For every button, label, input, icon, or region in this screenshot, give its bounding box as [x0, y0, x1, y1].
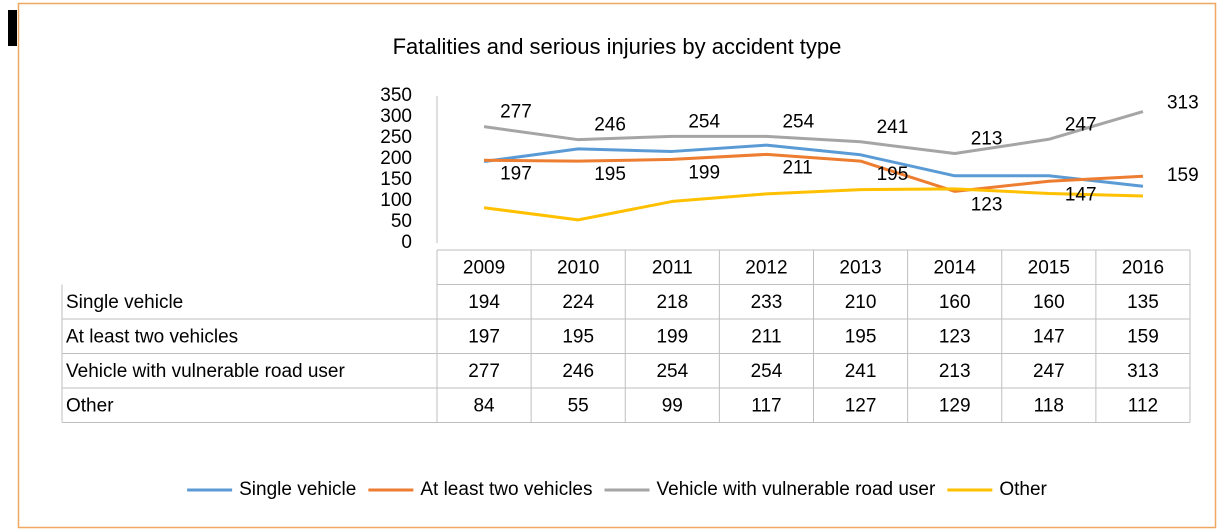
- table-cell: 99: [662, 395, 683, 416]
- table-cell: 241: [845, 361, 877, 382]
- x-tick-label: 2009: [463, 257, 505, 278]
- data-label: 195: [877, 164, 909, 185]
- legend-label: Single vehicle: [239, 479, 356, 500]
- table-cell: 159: [1127, 326, 1159, 347]
- table-cell: 197: [468, 326, 500, 347]
- chart-border: [17, 2, 1217, 529]
- data-label: 199: [688, 162, 720, 183]
- y-tick-label: 350: [380, 85, 412, 106]
- table-cell: 160: [1033, 292, 1065, 313]
- legend-label: Vehicle with vulnerable road user: [657, 479, 937, 500]
- y-tick-label: 100: [380, 190, 412, 211]
- table-cell: 277: [468, 361, 500, 382]
- table-cell: 233: [751, 292, 783, 313]
- series-line: [484, 152, 1144, 193]
- data-label: 213: [971, 129, 1003, 150]
- data-label: 147: [1065, 184, 1097, 205]
- x-tick-label: 2016: [1122, 257, 1164, 278]
- edge-mark: [8, 10, 17, 46]
- table-cell: 55: [568, 395, 589, 416]
- table-cell: 195: [845, 326, 877, 347]
- table-cell: 218: [656, 292, 688, 313]
- series-line: [483, 110, 1144, 156]
- data-label: 159: [1167, 165, 1199, 186]
- table-cell: 135: [1127, 292, 1159, 313]
- table-cell: 199: [656, 326, 688, 347]
- table-row-label: Single vehicle: [66, 292, 183, 313]
- x-tick-label: 2010: [557, 257, 599, 278]
- y-tick-label: 0: [401, 232, 412, 253]
- table-cell: 117: [751, 395, 781, 416]
- table-cell: 84: [473, 395, 495, 416]
- legend-label: Other: [999, 479, 1047, 500]
- data-label: 254: [688, 111, 720, 132]
- data-label: 247: [1065, 114, 1097, 135]
- table-cell: 211: [751, 326, 781, 347]
- table-row-label: At least two vehicles: [66, 326, 238, 347]
- table-cell: 224: [562, 292, 594, 313]
- x-tick-label: 2013: [839, 257, 881, 278]
- series-line: [483, 187, 1143, 222]
- table-cell: 129: [939, 395, 971, 416]
- table-cell: 147: [1033, 326, 1065, 347]
- table-cell: 123: [939, 326, 971, 347]
- y-tick-label: 300: [380, 106, 412, 127]
- table-cell: 247: [1033, 361, 1065, 382]
- table-cell: 195: [562, 326, 594, 347]
- x-tick-label: 2012: [745, 257, 787, 278]
- data-label: 123: [971, 194, 1003, 215]
- x-tick-label: 2014: [934, 257, 977, 278]
- table-cell: 112: [1128, 395, 1158, 416]
- legend-label: At least two vehicles: [420, 479, 592, 500]
- y-tick-label: 50: [391, 211, 412, 232]
- table-cell: 254: [751, 361, 783, 382]
- y-tick-label: 250: [380, 127, 412, 148]
- table-cell: 160: [939, 292, 971, 313]
- y-tick-label: 200: [380, 148, 412, 169]
- table-cell: 213: [939, 361, 971, 382]
- data-label: 197: [500, 163, 532, 184]
- table-cell: 210: [845, 292, 877, 313]
- x-tick-label: 2015: [1028, 257, 1070, 278]
- data-label: 241: [877, 117, 909, 138]
- table-row-label: Vehicle with vulnerable road user: [66, 361, 346, 382]
- data-label: 254: [782, 111, 814, 132]
- series-line: [483, 143, 1144, 188]
- data-label: 277: [500, 102, 532, 123]
- table-cell: 118: [1034, 395, 1064, 416]
- data-label: 246: [594, 115, 626, 136]
- table-cell: 313: [1127, 361, 1159, 382]
- data-label: 211: [782, 157, 812, 178]
- data-label: 313: [1167, 93, 1199, 114]
- table-cell: 246: [562, 361, 594, 382]
- table-row-label: Other: [66, 395, 114, 416]
- x-tick-label: 2011: [652, 257, 693, 278]
- table-cell: 194: [468, 292, 500, 313]
- y-tick-label: 150: [380, 169, 412, 190]
- table-cell: 254: [656, 361, 688, 382]
- chart-title: Fatalities and serious injuries by accid…: [393, 34, 842, 59]
- table-cell: 127: [845, 395, 877, 416]
- data-label: 195: [594, 164, 626, 185]
